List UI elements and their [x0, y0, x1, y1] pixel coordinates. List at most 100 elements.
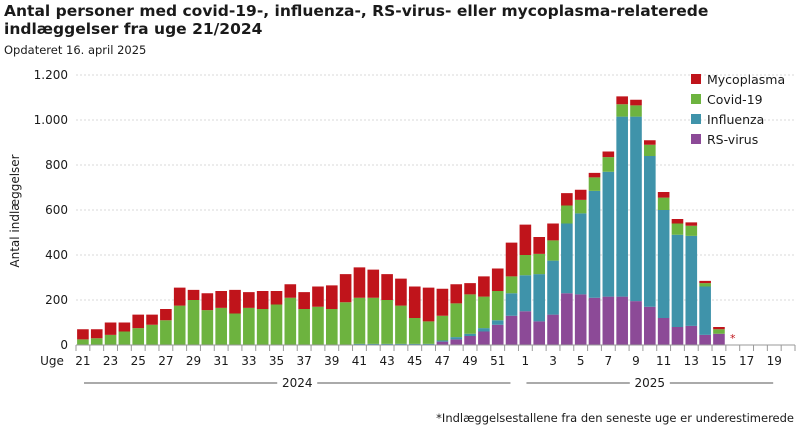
bar-segment-covid-19	[367, 297, 380, 344]
bar-segment-influenza	[381, 343, 393, 345]
bar-segment-covid-19	[353, 297, 366, 344]
x-tick-label: 39	[324, 354, 339, 368]
bar-segment-mycoplasma	[187, 289, 200, 300]
bar-segment-covid-19	[408, 318, 421, 344]
bar-segment-influenza	[367, 343, 380, 345]
legend-swatch	[691, 114, 701, 124]
bar-segment-covid-19	[229, 313, 241, 345]
bar-segment-rs-virus	[602, 296, 615, 345]
x-tick-label: 31	[214, 354, 229, 368]
bar-segment-covid-19	[436, 315, 449, 341]
bar-segment-covid-19	[118, 331, 131, 345]
x-tick-label: 21	[75, 354, 90, 368]
bar-segment-covid-19	[699, 283, 711, 287]
y-tick-label: 400	[45, 248, 68, 262]
legend-label: RS-virus	[707, 132, 758, 147]
bar-segment-rs-virus	[657, 318, 670, 345]
x-tick-label: 51	[490, 354, 505, 368]
bar-segment-mycoplasma	[312, 286, 324, 307]
chart-subtitle: Opdateret 16. april 2025	[4, 43, 147, 57]
bar-segment-rs-virus	[464, 336, 476, 345]
bar-segment-covid-19	[132, 328, 145, 345]
y-tick-label: 0	[60, 338, 68, 352]
bar-segment-rs-virus	[630, 301, 642, 345]
y-tick-label: 600	[45, 203, 68, 217]
bar-segment-influenza	[616, 116, 628, 297]
bar-segment-influenza	[630, 116, 642, 302]
x-tick-label: 43	[379, 354, 394, 368]
bar-segment-covid-19	[284, 297, 297, 345]
bar-segment-covid-19	[574, 199, 587, 214]
x-tick-label: 23	[103, 354, 118, 368]
bar-segment-mycoplasma	[699, 280, 711, 284]
bar-segment-covid-19	[215, 307, 227, 345]
bar-segment-influenza	[395, 343, 407, 345]
bar-segment-covid-19	[104, 334, 117, 345]
bar-segment-mycoplasma	[616, 96, 628, 105]
bars: *	[77, 96, 736, 345]
bar-segment-influenza	[505, 293, 518, 316]
bar-segment-mycoplasma	[284, 284, 297, 298]
bar-segment-influenza	[519, 275, 532, 312]
bar-segment-covid-19	[519, 255, 532, 276]
legend-swatch	[691, 134, 701, 144]
bar-segment-influenza	[561, 223, 573, 294]
bar-segment-covid-19	[588, 177, 601, 191]
bar-segment-mycoplasma	[713, 327, 725, 330]
x-tick-label: 33	[241, 354, 256, 368]
x-tick-label: 11	[656, 354, 671, 368]
bar-segment-mycoplasma	[270, 291, 283, 305]
bar-segment-mycoplasma	[533, 237, 546, 254]
legend-label: Covid-19	[707, 92, 763, 107]
bar-segment-rs-virus	[616, 296, 628, 345]
year-label-bg	[629, 376, 670, 390]
bar-segment-covid-19	[325, 309, 338, 345]
bar-segment-covid-19	[312, 306, 324, 345]
bar-segment-covid-19	[243, 307, 255, 345]
bar-segment-influenza	[533, 274, 546, 322]
bar-segment-mycoplasma	[561, 193, 573, 206]
bar-segment-covid-19	[77, 339, 89, 345]
bar-segment-mycoplasma	[588, 172, 601, 178]
year-label: 2024	[282, 376, 313, 390]
bar-segment-influenza	[685, 235, 698, 326]
footnote: *Indlæggelsestallene fra den seneste uge…	[436, 411, 794, 425]
bar-segment-covid-19	[547, 240, 559, 261]
bar-segment-covid-19	[602, 157, 615, 172]
bar-segment-rs-virus	[685, 325, 698, 345]
bar-segment-influenza	[671, 234, 684, 327]
bar-segment-covid-19	[478, 296, 490, 329]
bar-segment-covid-19	[464, 294, 476, 334]
bar-segment-mycoplasma	[325, 285, 338, 309]
bar-segment-mycoplasma	[339, 274, 352, 303]
bar-segment-covid-19	[381, 300, 393, 344]
bar-segment-rs-virus	[713, 333, 725, 345]
bar-segment-mycoplasma	[547, 223, 559, 241]
x-tick-label: 47	[435, 354, 450, 368]
x-tick-label: 9	[632, 354, 640, 368]
bar-segment-mycoplasma	[671, 219, 684, 224]
bar-segment-rs-virus	[505, 315, 518, 345]
x-tick-label: 13	[684, 354, 699, 368]
legend-swatch	[691, 94, 701, 104]
bar-segment-mycoplasma	[118, 322, 131, 332]
bar-segment-covid-19	[146, 324, 158, 345]
bar-segment-mycoplasma	[464, 283, 476, 295]
x-tick-label: 15	[711, 354, 726, 368]
bar-segment-rs-virus	[533, 321, 546, 345]
bar-segment-mycoplasma	[256, 291, 269, 309]
bar-segment-mycoplasma	[685, 222, 698, 226]
bar-segment-rs-virus	[644, 306, 656, 345]
bar-segment-covid-19	[630, 105, 642, 117]
x-tick-label: 41	[352, 354, 367, 368]
y-tick-label: 800	[45, 158, 68, 172]
x-tick-label: 45	[407, 354, 422, 368]
x-tick-label: 37	[297, 354, 312, 368]
bar-segment-mycoplasma	[422, 287, 435, 322]
bar-segment-covid-19	[491, 291, 504, 321]
bar-segment-mycoplasma	[519, 224, 532, 255]
bar-segment-rs-virus	[450, 339, 463, 345]
bar-segment-mycoplasma	[77, 329, 89, 340]
bar-segment-mycoplasma	[146, 314, 158, 325]
bar-segment-covid-19	[616, 104, 628, 117]
